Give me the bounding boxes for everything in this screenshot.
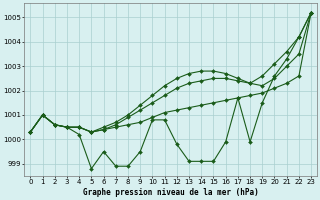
X-axis label: Graphe pression niveau de la mer (hPa): Graphe pression niveau de la mer (hPa)	[83, 188, 259, 197]
